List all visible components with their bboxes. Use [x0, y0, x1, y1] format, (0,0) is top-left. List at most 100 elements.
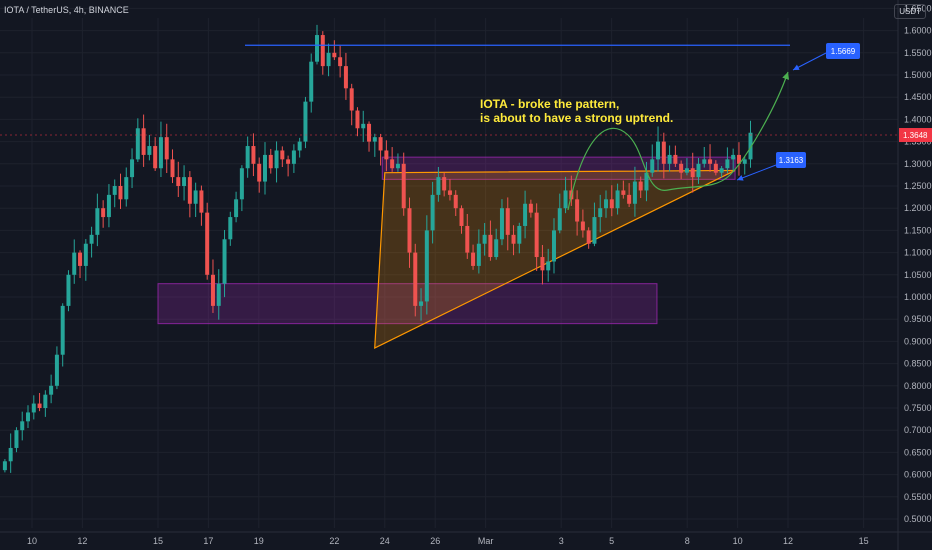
candle-body [158, 137, 163, 169]
candle [31, 395, 36, 420]
price-tick-label: 1.2000 [904, 203, 932, 213]
price-tick-label: 1.1000 [904, 248, 932, 258]
candle [245, 136, 250, 178]
candle [95, 193, 100, 247]
candle [210, 259, 215, 313]
target-label-1: 1.5669 [831, 47, 856, 56]
candle [361, 110, 366, 142]
candle [673, 145, 678, 167]
candle [124, 167, 129, 207]
candle-body [661, 141, 666, 164]
candle-body [361, 123, 366, 129]
candle [690, 152, 695, 193]
candle [147, 134, 152, 161]
currency-unit-badge[interactable]: USDT [894, 4, 926, 19]
price-tick-label: 1.2500 [904, 181, 932, 191]
grid [0, 7, 898, 528]
time-axis[interactable]: 10 12 15 17 19 22 24 26 Mar 3 5 8 10 12 15 [0, 531, 932, 546]
candle [14, 427, 19, 453]
candle-body [384, 150, 389, 160]
candle [372, 133, 377, 157]
candle [291, 144, 296, 173]
candle-body [153, 146, 158, 169]
candle-body [447, 190, 452, 195]
candle-body [210, 274, 215, 306]
candle-body [419, 301, 424, 306]
candle [205, 202, 210, 280]
candle [309, 53, 314, 113]
candle-body [471, 252, 476, 266]
candle [2, 459, 7, 473]
candle [83, 239, 88, 281]
candle [54, 346, 59, 390]
candle-body [748, 132, 753, 160]
candle [239, 165, 244, 212]
candle-body [349, 88, 354, 111]
candle [447, 178, 452, 201]
candle [187, 171, 192, 218]
target-arrow-2 [736, 164, 777, 181]
candle [696, 158, 701, 184]
candle [517, 222, 522, 254]
candle-body [523, 203, 528, 226]
time-tick-label: 12 [783, 536, 793, 546]
candle-body [54, 354, 59, 386]
time-tick-label: 10 [27, 536, 37, 546]
candle-body [343, 66, 348, 89]
candle-body [742, 159, 747, 164]
candle-body [621, 190, 626, 195]
candle-body [719, 168, 724, 173]
candle [72, 239, 77, 284]
candle-body [713, 163, 718, 173]
symbol-header[interactable]: IOTA / TetherUS, 4h, BINANCE [4, 5, 129, 15]
candle-body [511, 234, 516, 244]
candle [228, 211, 233, 246]
candle-body [26, 412, 31, 422]
candle-body [234, 199, 239, 218]
candle [367, 121, 372, 152]
candle-body [430, 194, 435, 231]
time-tick-label: 19 [254, 536, 264, 546]
candle-body [604, 199, 609, 209]
candle-body [320, 35, 325, 67]
candle [609, 185, 614, 217]
candle [338, 45, 343, 78]
candle-body [193, 190, 198, 204]
time-tick-label: 26 [430, 536, 440, 546]
price-tick-label: 1.5500 [904, 48, 932, 58]
candle-body [355, 110, 360, 129]
candle-body [95, 208, 100, 235]
drawings: 1.5669 1.3163 [0, 43, 898, 211]
candle [141, 114, 146, 167]
candle [465, 213, 470, 259]
candle-body [31, 403, 36, 413]
candle-body [367, 123, 372, 142]
candle-body [528, 203, 533, 213]
candle [684, 158, 689, 176]
candle-body [465, 225, 470, 253]
candle-body [66, 274, 71, 306]
candle [679, 160, 684, 179]
candle-body [673, 154, 678, 164]
candle-body [708, 159, 713, 164]
support-zone [157, 283, 658, 325]
candle [182, 165, 187, 201]
candle [60, 303, 65, 367]
candle [702, 146, 707, 168]
candle-body [667, 154, 672, 164]
candle [112, 179, 117, 208]
candle [349, 83, 354, 126]
candle-body [563, 190, 568, 209]
candle [66, 270, 71, 312]
candle-body [291, 150, 296, 164]
candle-body [101, 208, 106, 218]
candle [580, 209, 585, 238]
price-axis[interactable]: 1.65001.60001.55001.50001.45001.40001.35… [897, 0, 932, 550]
candle [615, 183, 620, 215]
candle-body [696, 163, 701, 178]
price-tick-label: 1.3000 [904, 159, 932, 169]
candle-body [390, 159, 395, 169]
candle-body [702, 159, 707, 164]
candle-body [72, 252, 77, 275]
